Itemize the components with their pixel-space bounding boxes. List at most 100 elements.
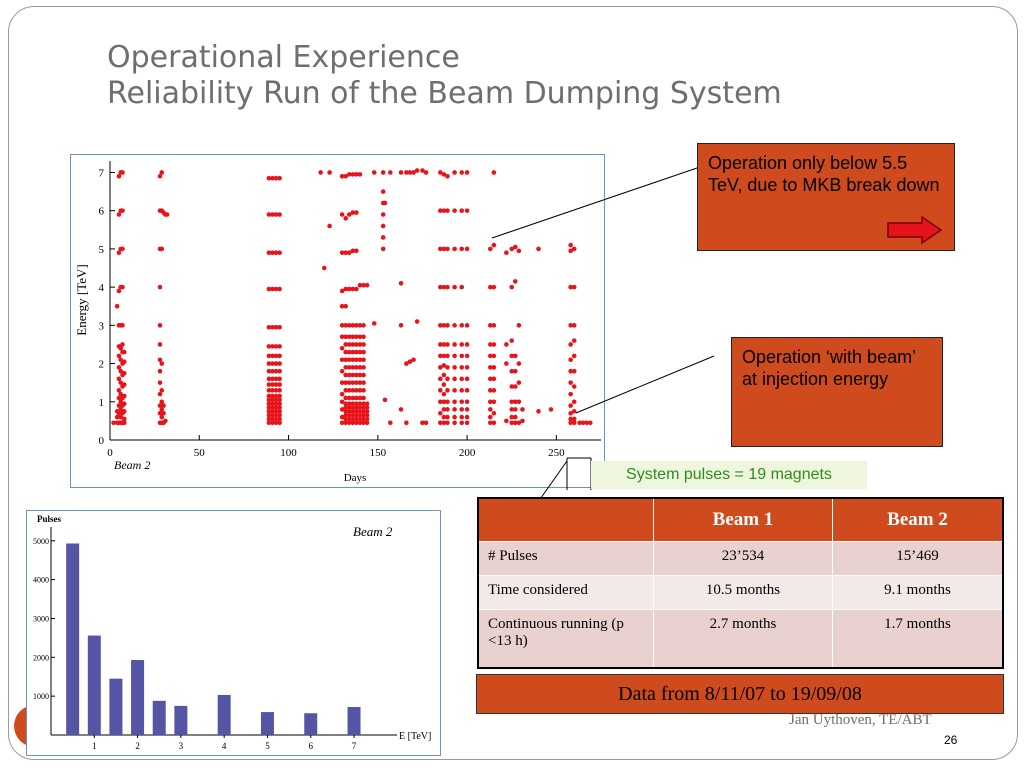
data-point: [464, 170, 470, 175]
data-point: [388, 420, 393, 426]
data-point: [270, 412, 275, 418]
data-point: [327, 170, 332, 175]
data-point: [488, 284, 493, 290]
data-point: [357, 405, 363, 410]
data-point: [346, 172, 352, 177]
data-point: [354, 172, 359, 177]
data-point: [346, 323, 352, 328]
data-point: [504, 342, 509, 347]
data-point: [354, 395, 359, 401]
data-point: [380, 223, 386, 229]
data-point: [343, 286, 348, 292]
data-point: [157, 368, 163, 374]
data-point: [488, 388, 493, 393]
chart-annotation: Beam 2: [114, 458, 150, 472]
data-point: [350, 248, 356, 254]
data-point: [354, 405, 359, 410]
data-point: [277, 409, 282, 414]
y-tick-label: 3000: [33, 614, 49, 623]
data-point: [364, 401, 370, 406]
data-point: [116, 353, 122, 359]
data-point: [459, 342, 465, 347]
data-point: [452, 399, 457, 405]
data-point: [354, 420, 359, 426]
data-point: [163, 418, 168, 424]
data-point: [361, 282, 366, 288]
data-point: [488, 365, 493, 370]
data-point: [577, 420, 582, 426]
histogram-bar: [304, 713, 318, 735]
data-point: [354, 388, 359, 393]
data-point: [512, 407, 518, 412]
data-point: [445, 323, 450, 328]
data-point: [459, 284, 465, 290]
data-point: [354, 409, 359, 414]
data-point: [568, 368, 573, 374]
chart-annotation: Beam 2: [353, 524, 393, 539]
data-point: [346, 357, 352, 363]
data-point: [120, 323, 125, 328]
x-tick-label: 2: [135, 741, 140, 751]
data-point: [516, 380, 522, 385]
data-point: [121, 416, 127, 422]
data-point: [277, 401, 282, 406]
data-point: [116, 376, 122, 382]
data-point: [270, 212, 275, 217]
data-point: [266, 401, 272, 406]
data-point: [568, 416, 573, 422]
data-point: [266, 409, 272, 414]
data-point: [277, 388, 282, 393]
data-point: [452, 414, 457, 420]
data-point: [350, 210, 356, 215]
data-point: [159, 407, 165, 412]
data-point: [361, 380, 366, 385]
energy-vs-days-scatter-chart: 0 1 2 3 4 5 6 7 0 50 100 150 200 250 Days Energy [TeV] B…: [70, 154, 605, 488]
data-point: [441, 363, 447, 368]
data-point: [116, 365, 122, 370]
data-point: [364, 420, 370, 426]
data-point: [423, 420, 429, 426]
data-point: [452, 246, 457, 252]
data-point: [459, 407, 465, 412]
data-point: [491, 420, 497, 426]
data-point: [266, 368, 272, 374]
data-point: [420, 420, 425, 426]
data-point: [159, 388, 165, 393]
data-point: [273, 409, 279, 414]
data-point: [361, 405, 366, 410]
data-point: [445, 353, 450, 359]
data-point: [361, 416, 366, 422]
data-point: [157, 403, 163, 408]
data-point: [491, 410, 497, 416]
data-point: [116, 212, 122, 217]
data-point: [512, 368, 518, 374]
data-point: [118, 357, 124, 363]
data-point: [273, 412, 279, 418]
data-point: [361, 388, 366, 393]
data-point: [350, 334, 356, 340]
y-axis-label: Energy [TeV]: [74, 264, 89, 335]
data-point: [357, 380, 363, 385]
data-point: [266, 405, 272, 410]
data-point: [388, 170, 393, 175]
mkb-callout: Operation only below 5.5 TeV, due to MKB…: [697, 143, 955, 251]
data-point: [361, 372, 366, 378]
data-point: [459, 246, 465, 252]
data-point: [270, 401, 275, 406]
data-point: [343, 372, 348, 378]
data-point: [273, 361, 279, 366]
data-point: [346, 372, 352, 378]
data-point: [516, 399, 522, 405]
data-point: [350, 395, 356, 401]
data-point: [339, 357, 345, 363]
data-point: [571, 368, 577, 374]
data-point: [277, 420, 282, 426]
data-point: [350, 380, 356, 385]
data-point: [270, 324, 275, 330]
data-point: [273, 286, 279, 292]
data-point: [354, 342, 359, 347]
data-point: [354, 416, 359, 422]
data-point: [357, 388, 363, 393]
data-point: [354, 412, 359, 418]
y-tick-label: 5000: [33, 537, 49, 546]
